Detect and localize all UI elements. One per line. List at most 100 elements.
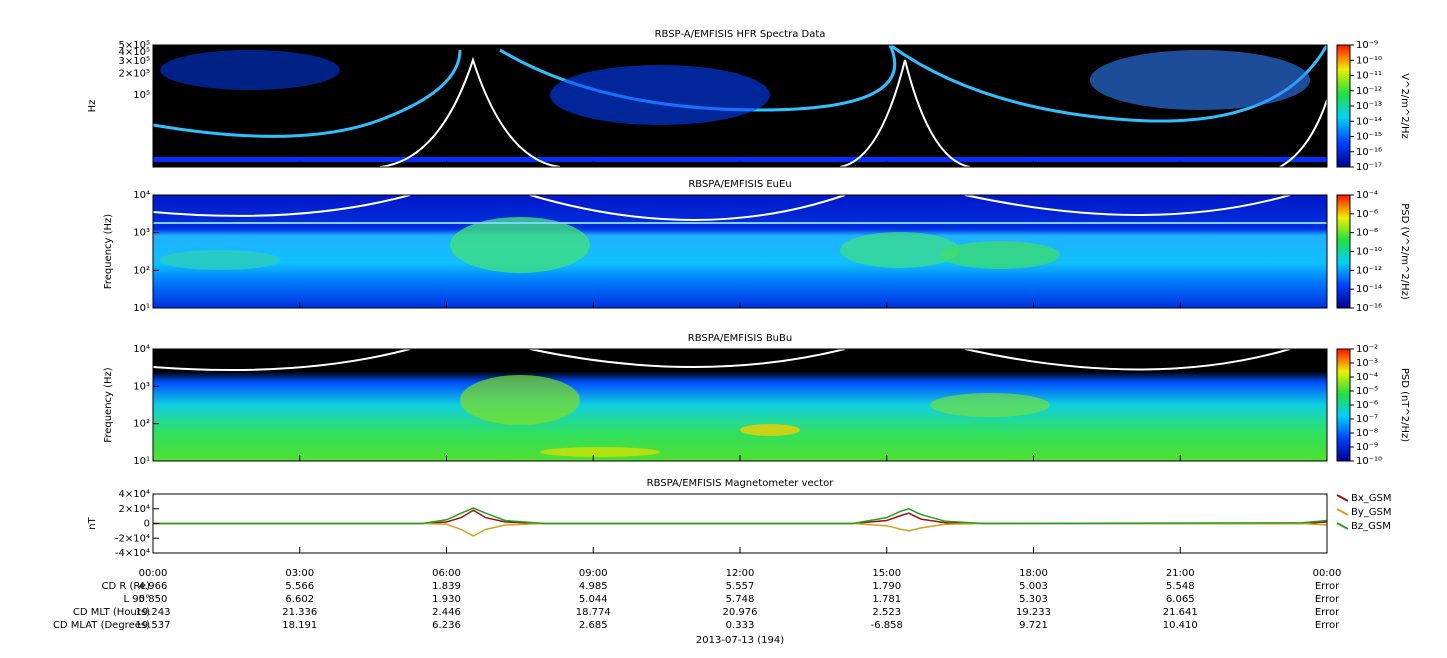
- bubu-image: [153, 349, 1327, 461]
- ephemeris-value: 4.966: [139, 581, 168, 592]
- colorbar-tick-label: 10⁻¹³: [1356, 101, 1382, 112]
- colorbar-tick-label: 10⁻⁵: [1356, 386, 1378, 397]
- x-axis-label: 2013-07-13 (194): [696, 635, 784, 646]
- colorbar-tick-label: 10⁻¹⁰: [1356, 55, 1382, 66]
- x-tick-label: 00:00: [1313, 568, 1342, 579]
- ephemeris-value: 5.557: [726, 581, 755, 592]
- ephemeris-value: 20.976: [723, 607, 758, 618]
- eueu-image: [153, 195, 1327, 308]
- y-tick-label: 2×10⁵: [119, 69, 150, 80]
- x-tick-label: 09:00: [579, 568, 608, 579]
- mag-line: [153, 509, 1327, 525]
- ephemeris-value: 5.303: [1019, 594, 1048, 605]
- ephemeris-value: -6.858: [871, 620, 903, 631]
- ephemeris-value: 1.781: [872, 594, 901, 605]
- colorbar-tick-label: 10⁻⁴: [1356, 372, 1378, 383]
- colorbar-tick-label: 10⁻¹⁶: [1356, 147, 1382, 158]
- ephemeris-value: 2.685: [579, 620, 608, 631]
- colorbar-tick-label: 10⁻¹⁴: [1356, 284, 1382, 295]
- y-axis-label: Frequency (Hz): [103, 367, 114, 443]
- y-tick-label: 10³: [133, 228, 150, 239]
- colorbar-label: PSD (nT^2/Hz): [1399, 368, 1410, 442]
- y-tick-label: 10⁴: [133, 190, 150, 201]
- ephemeris-value: 10.410: [1163, 620, 1198, 631]
- ephemeris-value: 1.790: [872, 581, 901, 592]
- x-tick-label: 06:00: [432, 568, 461, 579]
- ephemeris-value: Error: [1315, 581, 1340, 592]
- ephemeris-value: 4.985: [579, 581, 608, 592]
- y-tick-label: 2×10⁴: [119, 504, 150, 515]
- ephemeris-value: 19.537: [136, 620, 171, 631]
- ephemeris-value: 21.336: [282, 607, 317, 618]
- ephemeris-value: 2.523: [872, 607, 901, 618]
- colorbar-tick-label: 10⁻¹⁰: [1356, 456, 1382, 467]
- colorbar-tick-label: 10⁻¹²: [1356, 265, 1382, 276]
- ephemeris-value: 5.566: [285, 581, 314, 592]
- colorbar: [1336, 348, 1351, 462]
- y-tick-label: 10³: [133, 381, 150, 392]
- y-tick-label: -2×10⁴: [115, 533, 150, 544]
- ephemeris-label: CD MLAT (Degrees): [53, 620, 150, 631]
- panel-title: RBSP-A/EMFISIS HFR Spectra Data: [655, 29, 826, 40]
- ephemeris-value: 19.243: [136, 607, 171, 618]
- colorbar-tick-label: 10⁻⁹: [1356, 40, 1378, 51]
- colorbar-tick-label: 10⁻⁶: [1356, 209, 1378, 220]
- y-tick-label: -4×10⁴: [115, 548, 150, 559]
- x-tick-label: 03:00: [285, 568, 314, 579]
- y-tick-label: 10¹: [133, 456, 150, 467]
- colorbar-tick-label: 10⁻²: [1356, 344, 1378, 355]
- y-axis-label: Frequency (Hz): [103, 214, 114, 290]
- legend-swatch: [1336, 522, 1349, 530]
- colorbar-tick-label: 10⁻³: [1356, 358, 1378, 369]
- legend-label: By_GSM: [1351, 507, 1392, 518]
- colorbar-tick-label: 10⁻⁹: [1356, 442, 1378, 453]
- x-tick-label: 00:00: [139, 568, 168, 579]
- ephemeris-value: 18.774: [576, 607, 611, 618]
- y-tick-label: 10⁴: [133, 344, 150, 355]
- x-tick-label: 15:00: [872, 568, 901, 579]
- mag-line: [153, 507, 1327, 525]
- mag-line: [153, 522, 1327, 537]
- colorbar-tick-label: 10⁻¹⁷: [1356, 162, 1382, 173]
- ephemeris-value: 18.191: [282, 620, 317, 631]
- colorbar-tick-label: 10⁻⁷: [1356, 414, 1378, 425]
- colorbar-tick-label: 10⁻¹⁵: [1356, 132, 1382, 143]
- x-tick-label: 18:00: [1019, 568, 1048, 579]
- ephemeris-value: 6.602: [285, 594, 314, 605]
- x-tick-label: 21:00: [1166, 568, 1195, 579]
- ephemeris-value: 9.721: [1019, 620, 1048, 631]
- x-tick-label: 12:00: [726, 568, 755, 579]
- colorbar-tick-label: 10⁻¹⁴: [1356, 116, 1382, 127]
- panel-title: RBSPA/EMFISIS EuEu: [688, 179, 791, 190]
- colorbar-label: PSD (V^2/m^2/Hz): [1399, 203, 1410, 300]
- ephemeris-label: L 90°: [124, 594, 150, 605]
- ephemeris-value: 5.044: [579, 594, 608, 605]
- ephemeris-value: 6.236: [432, 620, 461, 631]
- ephemeris-value: Error: [1315, 607, 1340, 618]
- panel-title: RBSPA/EMFISIS BuBu: [688, 333, 792, 344]
- colorbar-tick-label: 10⁻⁶: [1356, 400, 1378, 411]
- legend-swatch: [1336, 494, 1349, 502]
- colorbar-tick-label: 10⁻⁸: [1356, 428, 1378, 439]
- y-tick-label: 10²: [133, 265, 150, 276]
- ephemeris-value: 2.446: [432, 607, 461, 618]
- y-tick-label: 4×10⁴: [119, 489, 150, 500]
- y-tick-label: 4×10⁵: [119, 47, 150, 58]
- y-tick-label: 10²: [133, 419, 150, 430]
- y-axis-label: Hz: [87, 100, 98, 113]
- colorbar: [1336, 194, 1351, 309]
- ephemeris-value: 5.548: [1166, 581, 1195, 592]
- ephemeris-value: 5.850: [139, 594, 168, 605]
- y-tick-label: 3×10⁵: [119, 56, 150, 67]
- legend-swatch: [1336, 508, 1349, 516]
- y-tick-label: 5×10⁵: [119, 40, 150, 51]
- legend-label: Bx_GSM: [1351, 493, 1392, 504]
- colorbar-tick-label: 10⁻⁸: [1356, 228, 1378, 239]
- ephemeris-value: 19.233: [1016, 607, 1051, 618]
- ephemeris-value: Error: [1315, 620, 1340, 631]
- y-tick-label: 10⁵: [133, 90, 150, 101]
- ephemeris-value: 21.641: [1163, 607, 1198, 618]
- hfr-image: [153, 45, 1327, 167]
